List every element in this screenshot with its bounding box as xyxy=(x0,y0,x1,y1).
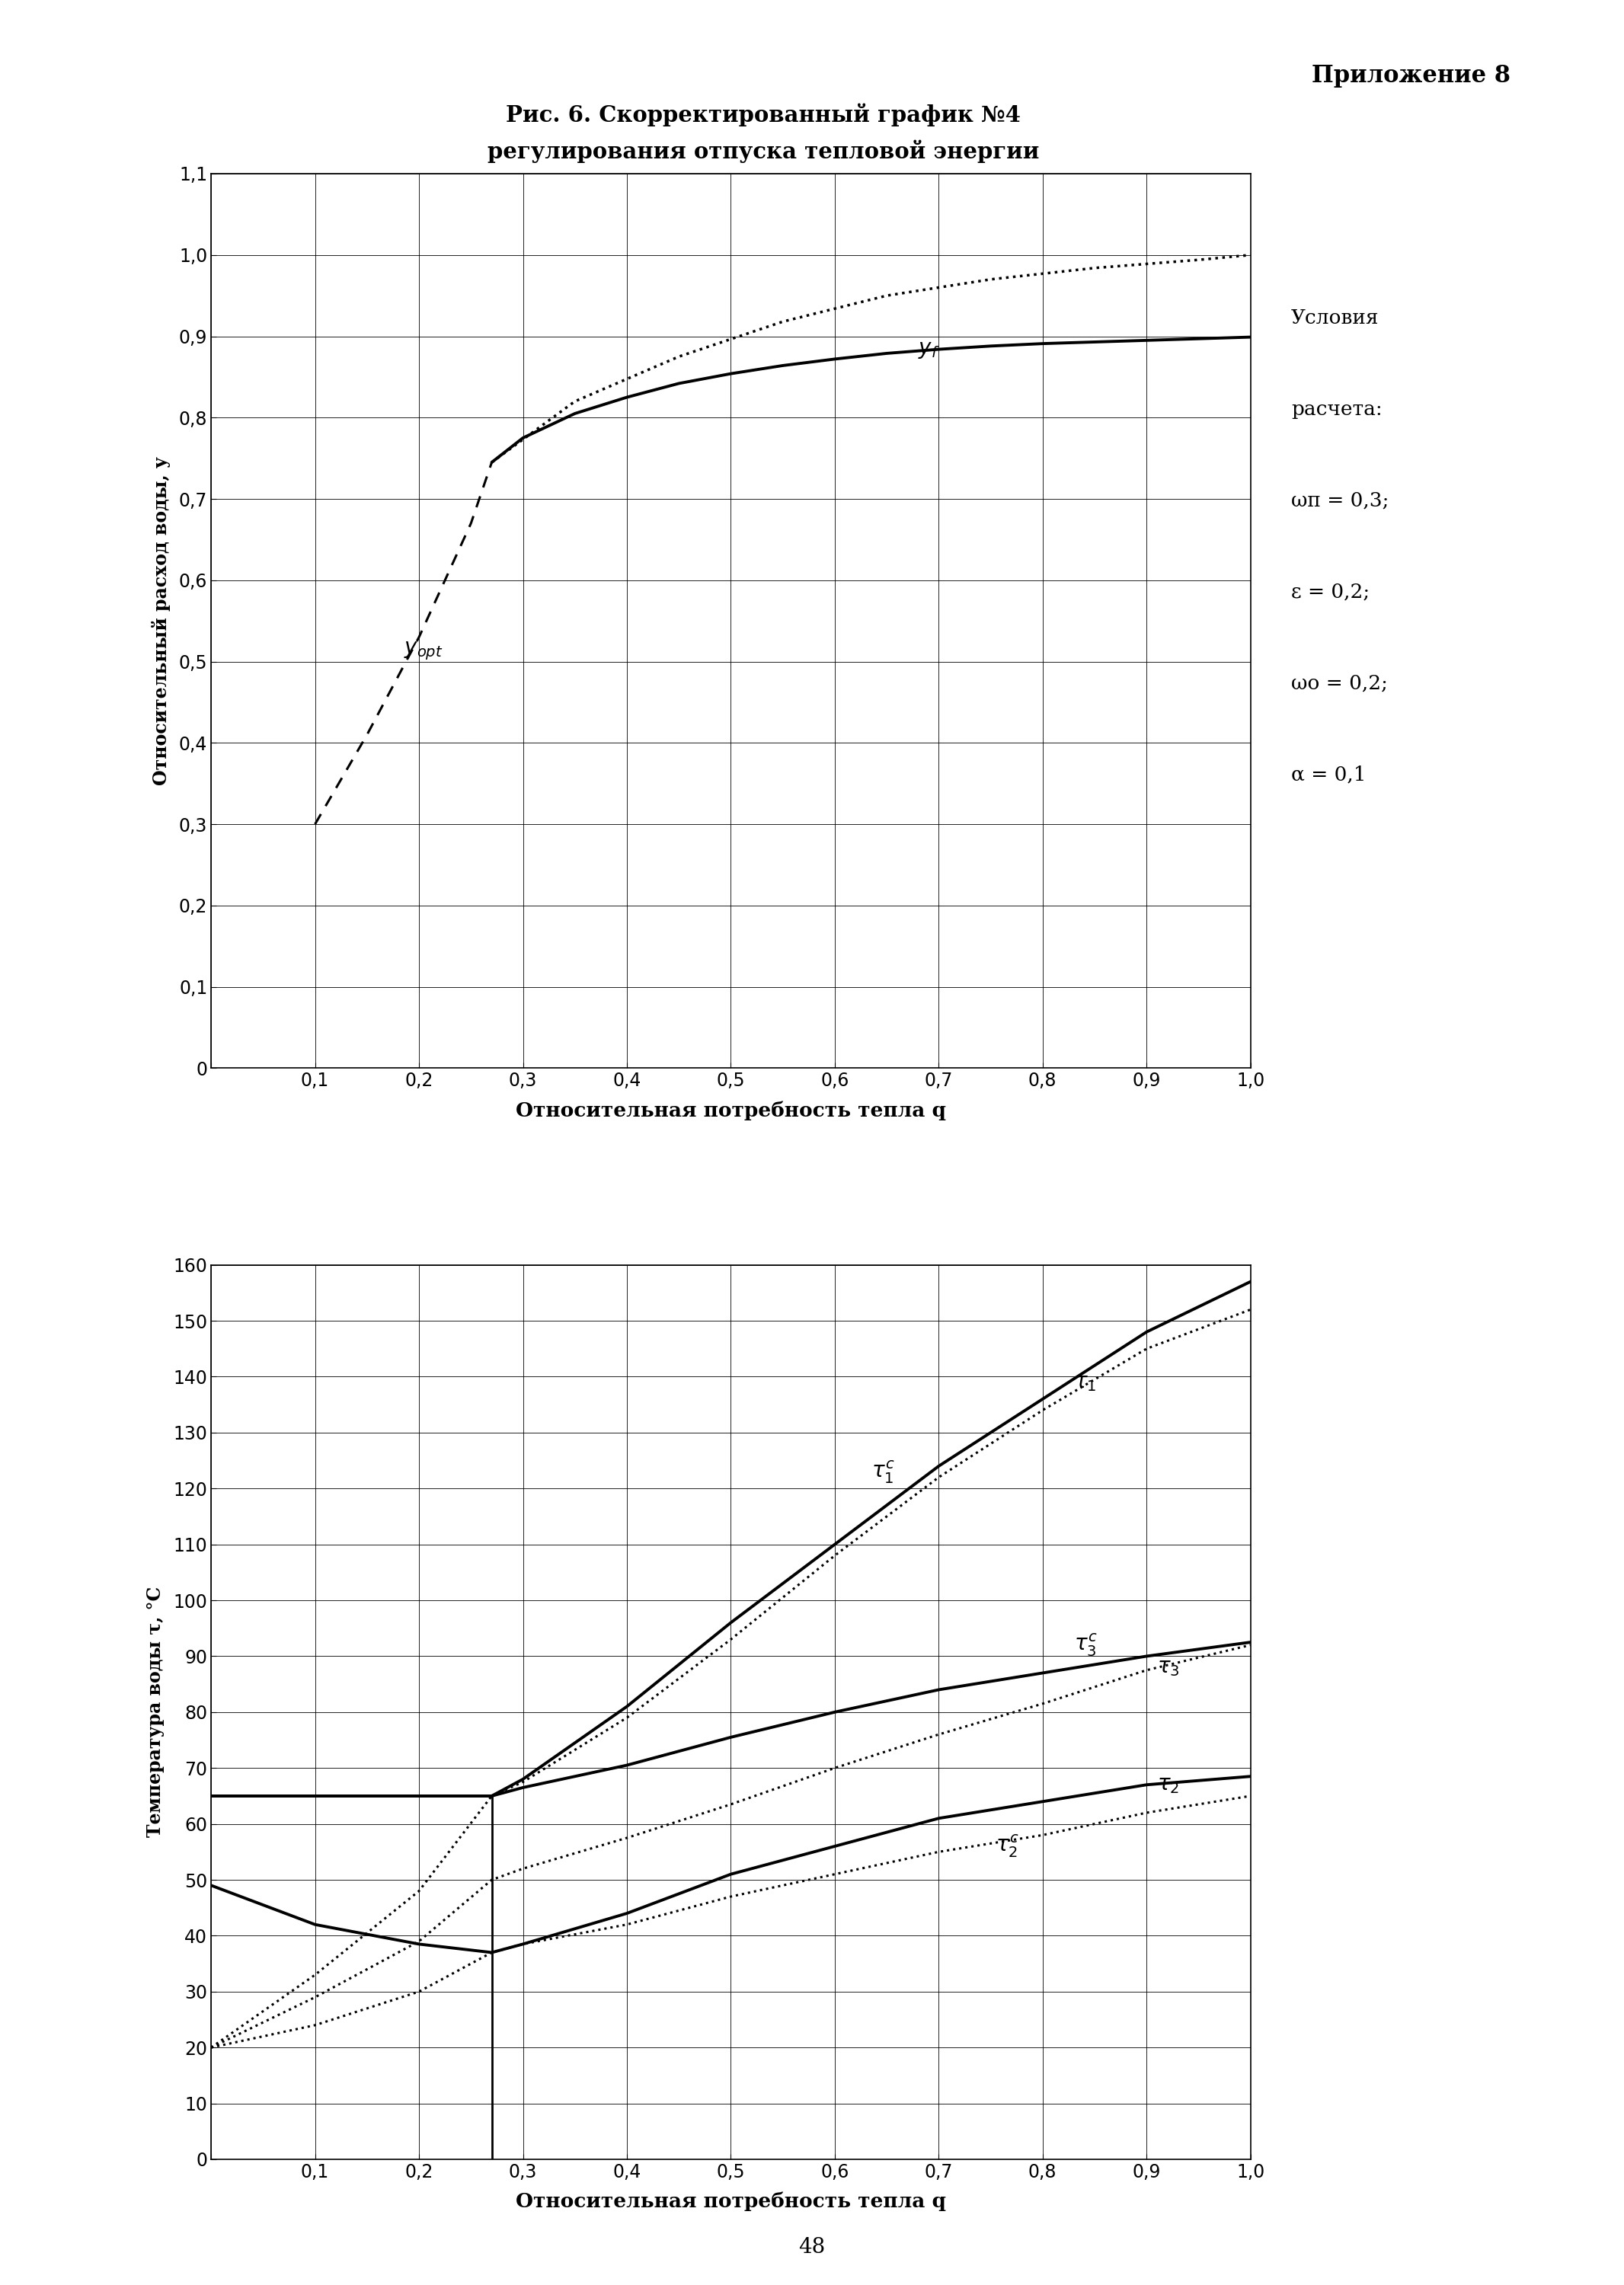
Text: Условия: Условия xyxy=(1291,308,1379,327)
Text: Приложение 8: Приложение 8 xyxy=(1312,64,1510,87)
Text: 48: 48 xyxy=(799,2237,825,2258)
X-axis label: Относительная потребность тепла q: Относительная потребность тепла q xyxy=(515,1101,947,1120)
X-axis label: Относительная потребность тепла q: Относительная потребность тепла q xyxy=(515,2191,947,2212)
Text: α = 0,1: α = 0,1 xyxy=(1291,765,1366,784)
Text: $\tau_3$: $\tau_3$ xyxy=(1156,1657,1179,1677)
Text: регулирования отпуска тепловой энергии: регулирования отпуска тепловой энергии xyxy=(487,139,1039,162)
Text: $\tau_1$: $\tau_1$ xyxy=(1073,1373,1096,1394)
Text: $\mathit{y}_f$: $\mathit{y}_f$ xyxy=(918,340,940,361)
Text: ε = 0,2;: ε = 0,2; xyxy=(1291,583,1369,601)
Text: ωо = 0,2;: ωо = 0,2; xyxy=(1291,674,1389,692)
Text: расчета:: расчета: xyxy=(1291,400,1382,418)
Y-axis label: Температура воды τ, °C: Температура воды τ, °C xyxy=(146,1586,164,1837)
Y-axis label: Относительный расход воды, у: Относительный расход воды, у xyxy=(151,457,171,786)
Text: ωп = 0,3;: ωп = 0,3; xyxy=(1291,491,1389,510)
Text: Рис. 6. Скорректированный график №4: Рис. 6. Скорректированный график №4 xyxy=(505,103,1021,126)
Text: $\tau_2^c$: $\tau_2^c$ xyxy=(996,1833,1018,1860)
Text: $\mathit{y}_{opt}$: $\mathit{y}_{opt}$ xyxy=(403,640,443,663)
Text: $\tau_3^c$: $\tau_3^c$ xyxy=(1073,1631,1096,1659)
Text: $\tau_2$: $\tau_2$ xyxy=(1156,1775,1179,1796)
Text: $\tau_1^c$: $\tau_1^c$ xyxy=(870,1458,895,1485)
